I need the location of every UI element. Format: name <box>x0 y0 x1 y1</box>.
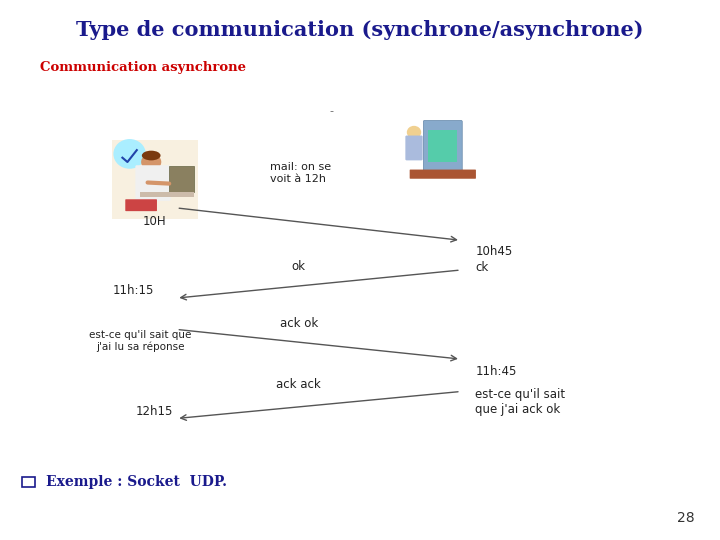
Text: Exemple : Socket  UDP.: Exemple : Socket UDP. <box>46 475 227 489</box>
Ellipse shape <box>142 151 161 160</box>
Text: 11h:45: 11h:45 <box>475 365 516 378</box>
Bar <box>22 477 35 487</box>
Ellipse shape <box>141 153 161 171</box>
Text: est-ce qu'il sait que
j'ai lu sa réponse: est-ce qu'il sait que j'ai lu sa réponse <box>89 330 192 353</box>
Text: ck: ck <box>475 261 488 274</box>
Text: 12h15: 12h15 <box>136 405 174 418</box>
Text: 10h45: 10h45 <box>475 245 513 258</box>
FancyBboxPatch shape <box>405 136 423 160</box>
FancyBboxPatch shape <box>135 165 171 201</box>
Text: mail: on se
voit à 12h: mail: on se voit à 12h <box>270 162 331 184</box>
FancyBboxPatch shape <box>112 140 198 219</box>
Text: Communication asynchrone: Communication asynchrone <box>40 61 246 74</box>
FancyBboxPatch shape <box>428 130 457 162</box>
FancyBboxPatch shape <box>169 166 194 192</box>
Text: 10H: 10H <box>143 215 166 228</box>
Text: ok: ok <box>292 260 306 273</box>
FancyBboxPatch shape <box>410 170 476 179</box>
FancyBboxPatch shape <box>423 120 462 174</box>
FancyBboxPatch shape <box>140 192 194 197</box>
Text: ack ack: ack ack <box>276 379 321 392</box>
Text: -: - <box>329 106 333 116</box>
Text: est-ce qu'il sait
que j'ai ack ok: est-ce qu'il sait que j'ai ack ok <box>475 388 565 416</box>
Ellipse shape <box>114 139 145 169</box>
Ellipse shape <box>407 126 421 139</box>
Text: ack ok: ack ok <box>279 318 318 330</box>
Text: 11h:15: 11h:15 <box>112 284 154 297</box>
FancyBboxPatch shape <box>125 199 157 211</box>
Text: 28: 28 <box>678 511 695 525</box>
Text: Type de communication (synchrone/asynchrone): Type de communication (synchrone/asynchr… <box>76 19 644 40</box>
